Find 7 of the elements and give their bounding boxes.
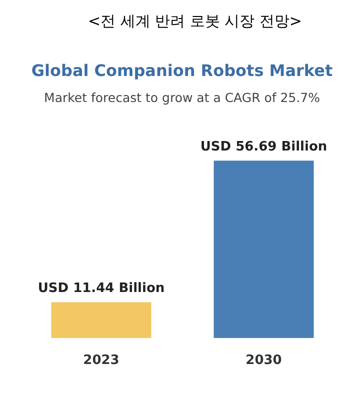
data-label: USD 56.69 Billion bbox=[200, 140, 328, 155]
data-label: USD 11.44 Billion bbox=[38, 281, 165, 296]
text: Market forecast to grow at a CAGR of 25.7% bbox=[44, 90, 320, 105]
x-tick-label: 2023 bbox=[83, 353, 120, 368]
chart-title: <전 세계 반려 로봇 시장 전망> bbox=[88, 12, 302, 30]
chart-subtitle: Global Companion Robots Market bbox=[31, 61, 333, 80]
x-tick-label: 2030 bbox=[246, 353, 282, 368]
